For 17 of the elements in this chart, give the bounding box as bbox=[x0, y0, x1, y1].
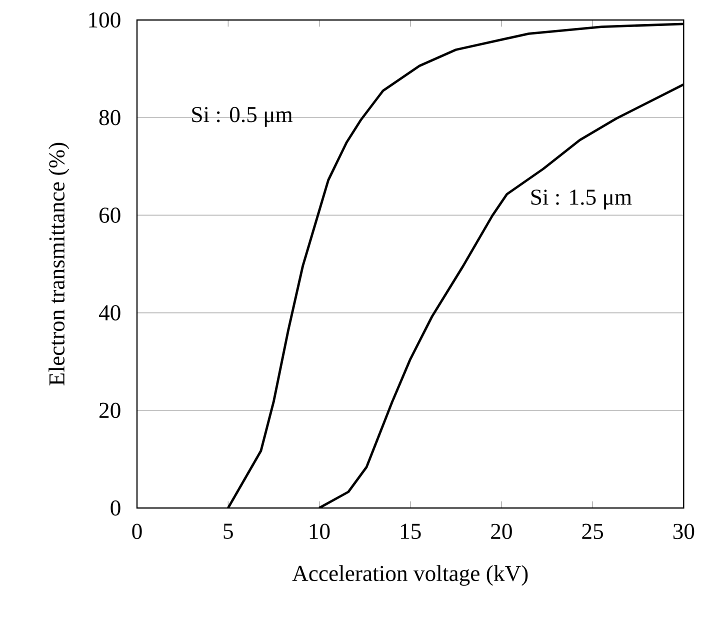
y-tick-label: 20 bbox=[100, 402, 120, 418]
x-axis-title: Acceleration voltage (kV) bbox=[292, 565, 528, 586]
y-tick-label: 100 bbox=[89, 12, 120, 28]
y-tick-label: 0 bbox=[110, 500, 120, 516]
x-tick-label: 0 bbox=[132, 524, 142, 540]
x-tick-label: 15 bbox=[400, 524, 421, 539]
x-tick-label: 5 bbox=[224, 524, 233, 539]
text: Si : 0.5 μm bbox=[192, 106, 293, 127]
y-tick-label: 40 bbox=[98, 305, 120, 320]
x-tick-label: 10 bbox=[310, 524, 330, 540]
y-tick-label: 80 bbox=[99, 110, 120, 126]
x-tick-label: 20 bbox=[491, 524, 512, 540]
x-tick-label: 25 bbox=[582, 524, 604, 540]
y-axis-title: Electron transmittance (%) bbox=[48, 142, 70, 386]
y-tick-label: 60 bbox=[100, 208, 120, 223]
series-label: Si : 1.5 μm bbox=[531, 190, 632, 210]
x-tick-label: 30 bbox=[673, 524, 694, 540]
